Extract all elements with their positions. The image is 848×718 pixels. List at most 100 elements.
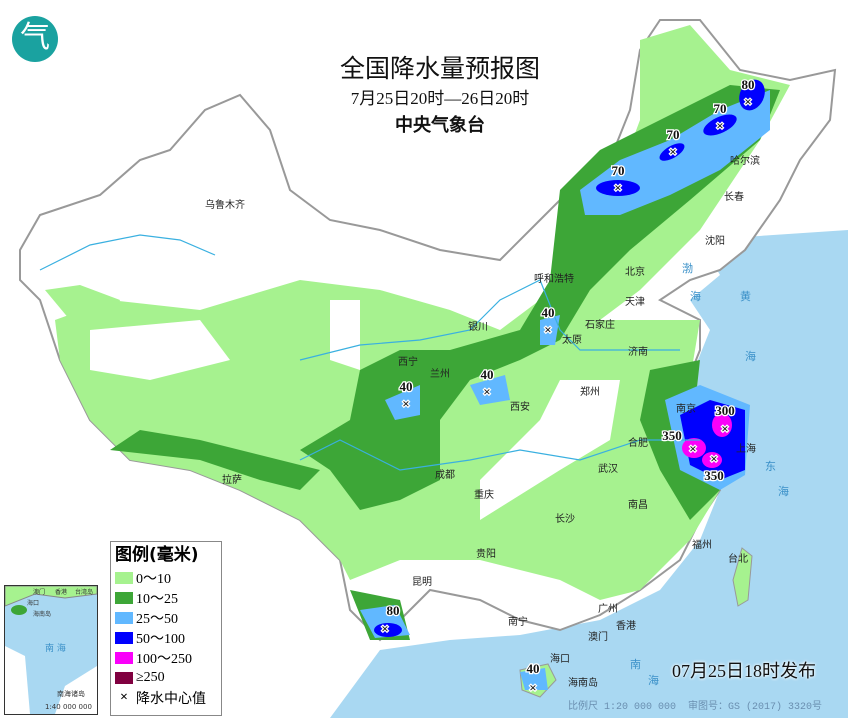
inset-scale: 1:40 000 000	[45, 703, 92, 711]
legend-item: 0～10	[115, 568, 217, 588]
dry-area	[90, 300, 620, 520]
cross-icon: ×	[710, 451, 717, 466]
title-agency: 中央气象台	[395, 115, 485, 136]
svg-text:天津: 天津	[625, 296, 645, 308]
legend: 图例(毫米) 0～10 10～25 25～50 50～100 100～250 ≥…	[110, 541, 222, 716]
center-value: 80	[387, 603, 400, 618]
svg-text:上海: 上海	[736, 442, 756, 455]
svg-text:海: 海	[690, 289, 701, 303]
svg-text:太原: 太原	[562, 333, 582, 346]
svg-text:乌鲁木齐: 乌鲁木齐	[205, 198, 245, 211]
center-value: 40	[542, 305, 555, 320]
svg-text:石家庄: 石家庄	[585, 318, 615, 331]
rain-100-250	[682, 413, 732, 468]
cross-icon: ×	[689, 441, 696, 456]
cross-icon: ×	[483, 384, 490, 399]
svg-text:武汉: 武汉	[598, 462, 618, 475]
svg-text:东: 东	[765, 460, 776, 473]
legend-item: 25～50	[115, 608, 217, 628]
svg-text:渤: 渤	[682, 262, 693, 275]
svg-text:拉萨: 拉萨	[222, 473, 242, 486]
svg-text:沈阳: 沈阳	[705, 234, 725, 247]
svg-text:海南岛: 海南岛	[568, 676, 598, 689]
cma-logo: 气	[12, 16, 58, 62]
svg-text:昆明: 昆明	[412, 576, 432, 588]
svg-text:香港: 香港	[55, 588, 67, 596]
svg-text:西安: 西安	[510, 400, 530, 413]
center-value: 70	[612, 163, 625, 178]
cross-icon: ×	[402, 396, 409, 411]
center-value: 350	[662, 428, 682, 443]
legend-item: 100～250	[115, 648, 217, 668]
cross-icon: ×	[744, 94, 751, 109]
center-value: 80	[742, 77, 755, 92]
issue-time: 07月25日18时发布	[672, 661, 816, 681]
center-value: 40	[527, 661, 540, 676]
svg-text:郑州: 郑州	[580, 385, 600, 398]
sea	[330, 230, 848, 718]
svg-text:南京: 南京	[676, 402, 696, 415]
svg-text:西宁: 西宁	[398, 355, 418, 368]
svg-text:黄: 黄	[740, 289, 751, 303]
svg-text:北京: 北京	[625, 265, 645, 278]
center-value: 40	[481, 367, 494, 382]
svg-text:海: 海	[648, 673, 659, 687]
center-value: 350	[704, 468, 724, 483]
city-labels: 乌鲁木齐 拉萨 西宁 兰州 银川 呼和浩特 北京 天津 石家庄 太原 济南 郑州…	[205, 154, 760, 689]
svg-text:合肥: 合肥	[628, 436, 648, 449]
svg-text:兰州: 兰州	[430, 367, 450, 380]
svg-text:台湾岛: 台湾岛	[75, 588, 93, 596]
svg-text:海口: 海口	[27, 599, 39, 607]
scale-text: 比例尺 1:20 000 000	[568, 702, 677, 713]
cross-icon: ×	[529, 680, 536, 695]
legend-heading: 图例(毫米)	[115, 545, 199, 565]
inset-sea-label: 南 海	[45, 642, 66, 654]
approval-number: 审图号：GS (2017) 3320号	[688, 702, 823, 713]
legend-item: 10～25	[115, 588, 217, 608]
legend-item-center: × 降水中心值	[115, 688, 217, 708]
svg-text:海口: 海口	[550, 652, 570, 665]
svg-text:香港: 香港	[616, 620, 636, 632]
svg-text:福州: 福州	[692, 538, 712, 551]
rivers	[39, 234, 700, 471]
svg-text:呼和浩特: 呼和浩特	[534, 273, 574, 285]
sea-labels: 渤海 黄海 东海 南海	[630, 262, 789, 687]
legend-item: ≥250	[115, 668, 217, 688]
svg-text:长沙: 长沙	[555, 513, 575, 525]
svg-text:广州: 广州	[598, 603, 618, 615]
svg-text:海南岛: 海南岛	[33, 610, 51, 618]
center-value: 70	[714, 101, 727, 116]
svg-text:南宁: 南宁	[508, 615, 528, 628]
rain-centers: × 70 × 70 × 70 × 80 × 40 × 40 × 40 × 80 × 40 × 350…	[380, 76, 756, 697]
cross-icon: ×	[716, 118, 723, 133]
svg-text:南: 南	[630, 658, 641, 671]
svg-text:南昌: 南昌	[628, 498, 648, 511]
title-main: 全国降水量预报图	[339, 54, 540, 83]
south-china-sea-inset: 南 海 南海诸岛 1:40 000 000 澳门 香港 台湾岛 海口 海南岛	[4, 585, 98, 715]
svg-text:台北: 台北	[728, 552, 748, 565]
cross-icon: ×	[614, 180, 621, 195]
svg-text:澳门: 澳门	[588, 630, 608, 643]
svg-text:哈尔滨: 哈尔滨	[730, 154, 760, 167]
svg-text:成都: 成都	[435, 469, 455, 481]
center-value: 40	[400, 379, 413, 394]
center-value: 300	[715, 403, 735, 418]
legend-item: 50～100	[115, 628, 217, 648]
svg-text:济南: 济南	[628, 345, 648, 358]
cross-icon: ×	[669, 144, 676, 159]
cross-icon: ×	[381, 621, 388, 636]
taiwan	[732, 547, 753, 607]
map-footer: 比例尺 1:20 000 000 审图号：GS (2017) 3320号	[568, 697, 822, 713]
svg-text:澳门: 澳门	[33, 588, 45, 596]
center-value: 70	[667, 127, 680, 142]
map-title: 全国降水量预报图 7月25日20时—26日20时 中央气象台	[300, 52, 580, 140]
cross-icon: ×	[120, 690, 128, 705]
svg-text:银川: 银川	[468, 320, 488, 333]
svg-text:海: 海	[778, 484, 789, 498]
cross-icon: ×	[544, 322, 551, 337]
inset-islands-label: 南海诸岛	[57, 689, 85, 698]
cross-icon: ×	[721, 421, 728, 436]
svg-text:长春: 长春	[724, 191, 744, 203]
svg-text:海: 海	[745, 349, 756, 363]
